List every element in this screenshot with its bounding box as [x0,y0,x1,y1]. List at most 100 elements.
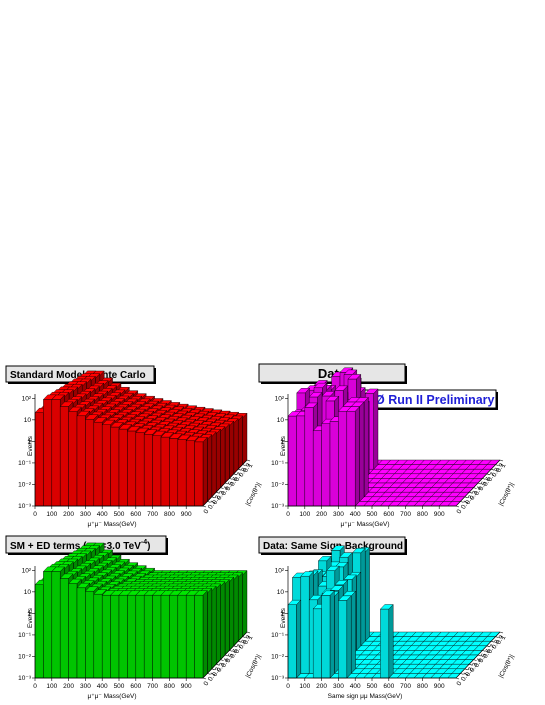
bar [287,599,302,679]
z-tick-label: 10⁻¹ [271,460,285,467]
z-tick-label: 10 [277,589,285,596]
y-tick-label: 0.5 [225,480,236,492]
y-tick-label: 0 [203,508,211,515]
z-tick-label: 10² [22,567,32,574]
x-tick-label: 800 [164,683,175,690]
x-tick-label: 500 [114,511,125,518]
x-tick-label: 100 [299,511,310,518]
x-tick-label: 700 [400,683,411,690]
y-tick-label: 0.2 [211,666,222,678]
y-axis-title: |Cos(θ*)| [245,653,263,679]
y-axis-title: |Cos(θ*)| [498,653,516,679]
y-tick-label: 0.1 [207,671,218,683]
z-tick-label: 10 [24,417,32,424]
bars [34,542,248,679]
y-tick-label: 0.9 [242,634,253,646]
x-tick-label: 200 [63,683,74,690]
z-tick-label: 10 [277,417,285,424]
y-tick-label: 0.6 [482,476,493,488]
bars [34,370,248,507]
x-tick-label: 400 [350,511,361,518]
z-axis-title: Events [27,435,34,456]
x-tick-label: 800 [417,511,428,518]
x-tick-label: 600 [130,511,141,518]
y-tick-label: 0.9 [495,634,506,646]
y-tick-label: 0.9 [242,462,253,474]
bar [337,595,352,679]
z-tick-label: 10² [275,567,285,574]
title-part: SM + ED terms ( η [10,541,95,552]
y-tick-label: 0.2 [211,494,222,506]
x-tick-label: 500 [114,683,125,690]
x-tick-label: 600 [383,683,394,690]
y-tick-label: 0.6 [229,476,240,488]
bar [321,590,335,679]
z-tick-label: 10⁻³ [271,503,285,510]
chart-title-sm: Standard Model Monte Carlo [10,370,146,381]
x-tick-label: 700 [147,511,158,518]
z-axis-title: Events [27,607,34,628]
z-tick-label: 1 [27,438,31,445]
x-tick-label: 0 [286,511,290,518]
y-tick-label: 0.7 [486,643,497,655]
z-tick-label: 10⁻¹ [271,632,285,639]
y-axis-title: |Cos(θ*)| [498,481,516,507]
y-tick-label: 0.7 [233,643,244,655]
title-end: ) [147,541,150,552]
y-tick-label: 0.9 [495,462,506,474]
y-tick-label: 0.1 [460,499,471,511]
y-tick-label: 0.5 [478,652,489,664]
panel-same-sign: Data: Same Sign Background 10²10110⁻¹10⁻… [258,536,516,700]
z-axis-title: Events [280,435,287,456]
z-tick-label: 10⁻² [18,653,32,660]
x-tick-label: 900 [181,683,192,690]
x-axis-title: μ⁺μ⁻ Mass(GeV) [87,521,136,528]
y-tick-label: 0.3 [469,662,480,674]
y-tick-label: 0.5 [225,652,236,664]
z-tick-label: 10⁻² [18,481,32,488]
z-tick-label: 1 [280,438,284,445]
y-tick-label: 0.4 [473,485,484,497]
bars [287,545,394,679]
y-tick-label: 0.8 [238,467,249,479]
annotation-preliminary: DØ Run II Preliminary [366,393,495,407]
y-tick-label: 1 [500,462,508,469]
bar [194,436,208,507]
y-tick-label: 0.1 [207,499,218,511]
title-rest: =3.0 TeV [101,541,141,552]
y-tick-label: 0 [456,680,464,687]
y-tick-label: 0.3 [469,490,480,502]
z-tick-label: 10 [24,589,32,596]
x-tick-label: 500 [367,683,378,690]
x-tick-label: 800 [164,511,175,518]
x-tick-label: 300 [80,683,91,690]
x-axis-title: μ⁺μ⁻ Mass(GeV) [87,693,136,700]
y-tick-label: 0.7 [233,471,244,483]
y-tick-label: 0.7 [486,471,497,483]
y-tick-label: 0.2 [464,494,475,506]
x-tick-label: 0 [286,683,290,690]
z-tick-label: 10⁻¹ [18,460,32,467]
y-tick-label: 1 [247,462,255,469]
x-tick-label: 300 [333,511,344,518]
y-tick-label: 0.3 [216,662,227,674]
y-tick-label: 0.4 [473,657,484,669]
y-tick-label: 0.6 [482,648,493,660]
z-tick-label: 10⁻² [271,481,285,488]
bar [379,603,394,679]
z-tick-label: 10² [275,395,285,402]
y-tick-label: 0 [203,680,211,687]
y-tick-label: 0.4 [220,485,231,497]
y-tick-label: 0.6 [229,648,240,660]
x-tick-label: 200 [63,511,74,518]
x-tick-label: 700 [400,511,411,518]
panel-data: Data DØ Run II Preliminary 10²10110⁻¹10⁻… [258,363,516,528]
y-tick-label: 1 [500,634,508,641]
x-tick-label: 500 [367,511,378,518]
x-axis-title: μ⁺μ⁻ Mass(GeV) [340,521,389,528]
